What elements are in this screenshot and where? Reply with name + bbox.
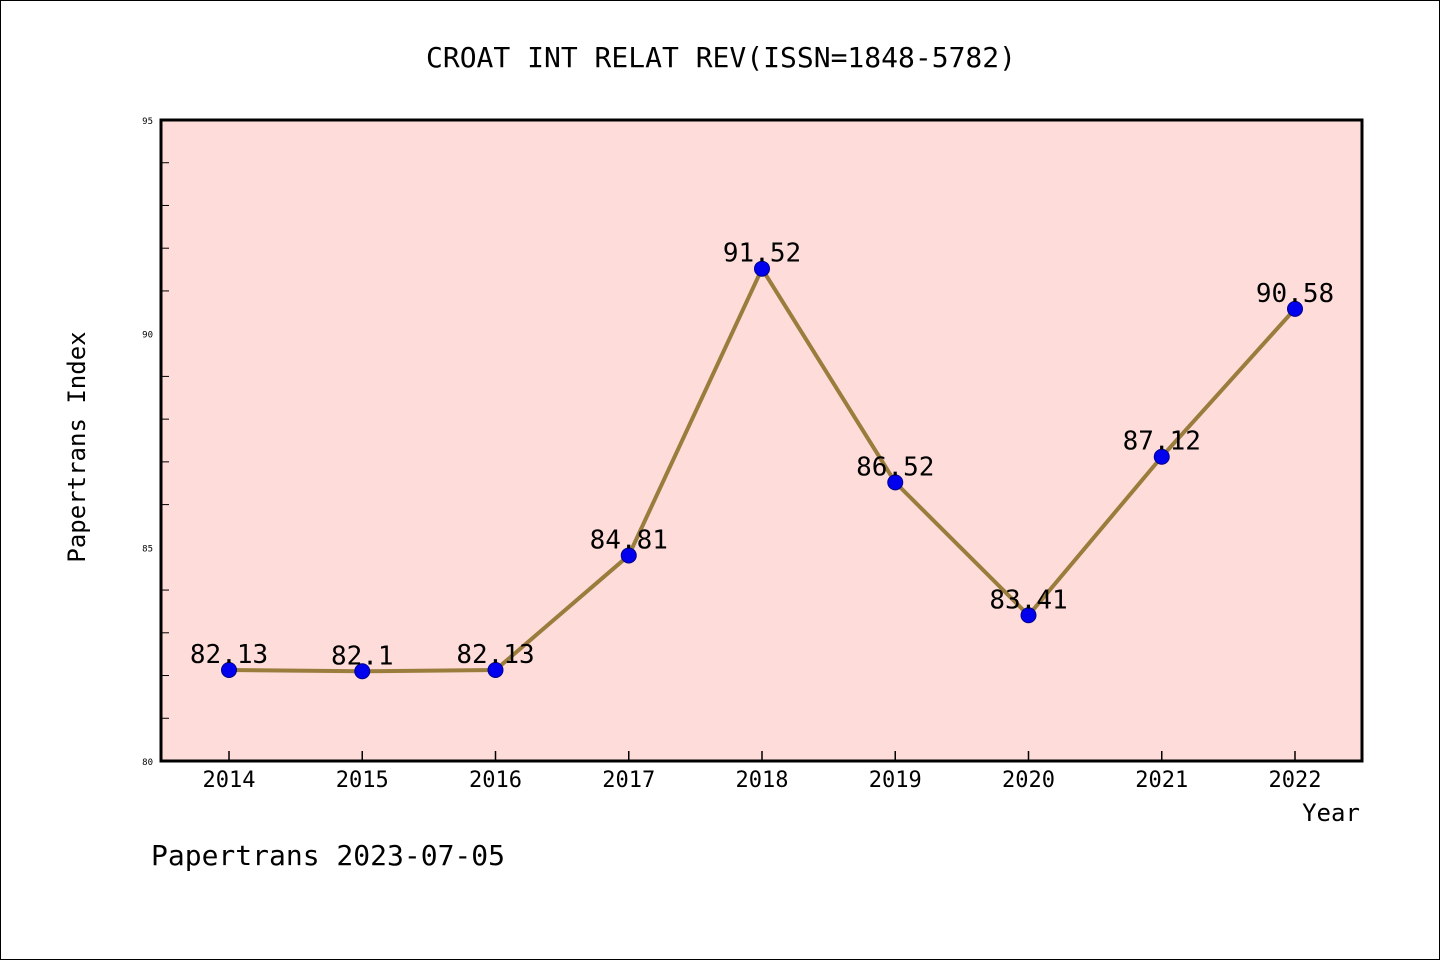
x-tick-label: 2017 — [602, 768, 655, 793]
x-tick-label: 2022 — [1269, 768, 1322, 793]
data-point — [1020, 607, 1037, 624]
data-point — [487, 661, 504, 678]
data-point — [221, 661, 237, 678]
x-tick-label: 2019 — [869, 768, 922, 793]
data-label: 87.12 — [1123, 427, 1201, 457]
y-tick-label: 95 — [142, 117, 153, 127]
x-tick-label: 2021 — [1135, 768, 1188, 793]
marker-group — [221, 260, 1303, 680]
x-axis: 2014 2015 2016 2017 2018 2019 2020 2021 2022 — [203, 751, 1322, 793]
data-label: 84.81 — [590, 525, 668, 555]
data-point — [887, 474, 904, 491]
data-label: 82.13 — [190, 640, 268, 670]
footer-credit: Papertrans 2023-07-05 — [151, 839, 505, 872]
data-point — [354, 663, 371, 680]
data-label: 82.13 — [456, 640, 534, 670]
data-label: 82.1 — [331, 641, 394, 671]
data-point — [754, 260, 770, 277]
x-tick-label: 2020 — [1002, 768, 1055, 793]
x-axis-label: Year — [1302, 799, 1360, 827]
chart-title: CROAT INT RELAT REV(ISSN=1848-5782) — [426, 41, 1016, 74]
data-label: 83.41 — [989, 585, 1067, 615]
data-point — [620, 547, 637, 564]
data-label: 86.52 — [856, 452, 934, 482]
data-label: 91.52 — [723, 239, 801, 269]
data-label-group: 82.13 82.1 82.13 84.81 91.52 86.52 83.41 87.12 9… — [190, 239, 1334, 672]
x-tick-label: 2015 — [336, 768, 389, 793]
y-tick-label: 80 — [142, 758, 153, 768]
data-label: 90.58 — [1256, 279, 1334, 309]
y-tick-label: 85 — [142, 544, 153, 554]
x-tick-label: 2014 — [203, 768, 256, 793]
x-tick-label: 2016 — [469, 768, 522, 793]
y-axis-label: Papertrans Index — [63, 331, 91, 562]
data-point — [1153, 448, 1170, 465]
plot-area — [159, 118, 1364, 763]
y-axis: 80 85 90 95 — [142, 117, 169, 768]
data-point — [1287, 300, 1303, 317]
x-tick-label: 2018 — [736, 768, 789, 793]
y-tick-label: 90 — [142, 331, 153, 341]
